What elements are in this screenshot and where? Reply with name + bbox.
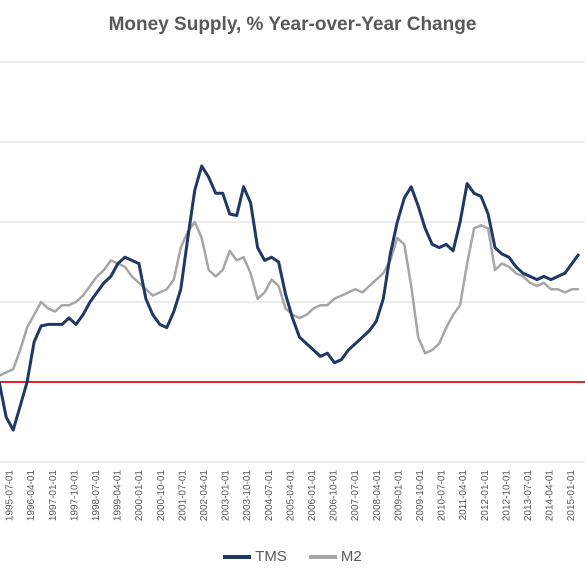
x-tick-label: 2003-01-01 <box>221 470 232 522</box>
series-line-tms <box>0 164 581 432</box>
legend-label-m2: M2 <box>340 548 362 565</box>
x-tick-label: 2000-10-01 <box>156 470 167 522</box>
x-tick-label: 2010-07-01 <box>437 470 448 522</box>
x-tick-label: 2002-04-01 <box>199 470 210 522</box>
x-tick-label: 2001-07-01 <box>177 470 188 522</box>
series-lines <box>0 164 581 432</box>
x-tick-label: 2015-01-01 <box>566 470 577 522</box>
legend: TMS M2 <box>0 548 585 565</box>
x-tick-label: 1995-07-01 <box>5 470 16 522</box>
x-tick-label: 1996-04-01 <box>26 470 37 522</box>
chart-title: Money Supply, % Year-over-Year Change <box>108 14 477 35</box>
x-tick-label: 2006-10-01 <box>329 470 340 522</box>
x-tick-label: 2006-01-01 <box>307 470 318 522</box>
legend-item-tms: TMS <box>223 548 287 565</box>
x-tick-label: 2011-04-01 <box>458 470 469 521</box>
x-tick-label: 2005-04-01 <box>285 470 296 522</box>
x-tick-label: 2014-04-01 <box>545 470 556 522</box>
x-tick-label: 2009-01-01 <box>393 470 404 522</box>
x-tick-label: 2000-01-01 <box>134 470 145 522</box>
x-tick-label: 2012-01-01 <box>480 470 491 522</box>
x-tick-label: 1997-10-01 <box>69 470 80 522</box>
x-tick-label: 1999-04-01 <box>113 470 124 522</box>
x-tick-label: 2013-07-01 <box>523 470 534 522</box>
gridlines <box>0 61 585 463</box>
x-tick-label: 2008-04-01 <box>372 470 383 522</box>
x-tick-label: 1997-01-01 <box>48 470 59 522</box>
x-tick-label: 2007-07-01 <box>350 470 361 522</box>
x-tick-label: 2004-07-01 <box>264 470 275 522</box>
x-tick-label: 2003-10-01 <box>242 470 253 522</box>
series-line-m2 <box>0 220 579 377</box>
legend-swatch-tms <box>223 554 252 559</box>
legend-swatch-m2 <box>308 554 337 559</box>
legend-label-tms: TMS <box>255 548 287 565</box>
x-tick-labels: 1995-07-01 1996-04-01 1997-01-01 1997-10-01… <box>5 470 578 522</box>
x-tick-label: 2012-10-01 <box>501 470 512 522</box>
legend-item-m2: M2 <box>308 548 362 565</box>
x-tick-label: 2009-10-01 <box>415 470 426 522</box>
x-tick-label: 1998-07-01 <box>91 470 102 522</box>
